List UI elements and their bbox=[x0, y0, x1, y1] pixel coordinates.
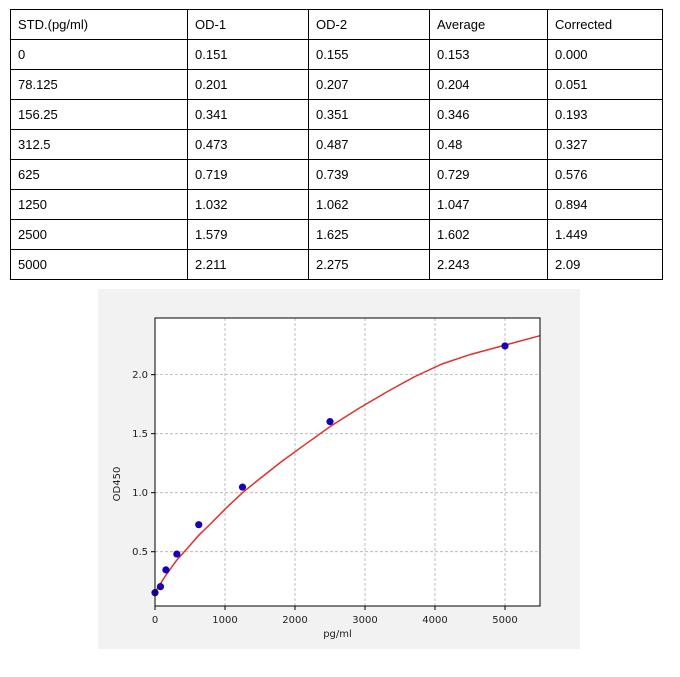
x-tick-label: 5000 bbox=[492, 615, 517, 626]
table-cell: 312.5 bbox=[10, 129, 188, 160]
table-row: 156.25 0.341 0.351 0.346 0.193 bbox=[10, 99, 663, 130]
table-cell: 0.151 bbox=[187, 39, 309, 70]
column-header: OD-1 bbox=[187, 9, 309, 40]
table-cell: 1.449 bbox=[547, 219, 663, 250]
table-row: 0 0.151 0.155 0.153 0.000 bbox=[10, 39, 663, 70]
table-cell: 0.153 bbox=[429, 39, 548, 70]
data-point bbox=[156, 583, 165, 591]
standards-table: STD.(pg/ml) OD-1 OD-2 Average Corrected 0 0.15… bbox=[10, 9, 663, 280]
data-point bbox=[238, 483, 247, 491]
standard-curve-panel: 0 1000 2000 3000 4000 5000 0.5 1.0 1.5 2.0 pg/ml OD… bbox=[98, 289, 580, 649]
data-point bbox=[162, 566, 170, 574]
table-cell: 0.327 bbox=[547, 129, 663, 160]
table-cell: 0.000 bbox=[547, 39, 663, 70]
y-tick-label: 1.0 bbox=[132, 488, 148, 499]
table-header-row: STD.(pg/ml) OD-1 OD-2 Average Corrected bbox=[10, 9, 663, 40]
x-tick-label: 0 bbox=[152, 615, 158, 626]
table-row: 5000 2.211 2.275 2.243 2.09 bbox=[10, 249, 663, 280]
table-cell: 1.062 bbox=[308, 189, 430, 220]
column-header: STD.(pg/ml) bbox=[10, 9, 188, 40]
table-cell: 0.473 bbox=[187, 129, 309, 160]
table-cell: 1.602 bbox=[429, 219, 548, 250]
table-cell: 1.032 bbox=[187, 189, 309, 220]
table-cell: 2.211 bbox=[187, 249, 309, 280]
table-cell: 1.047 bbox=[429, 189, 548, 220]
y-axis-label: OD450 bbox=[112, 467, 123, 502]
x-axis-label: pg/ml bbox=[323, 629, 352, 640]
y-tick-label: 1.5 bbox=[132, 429, 148, 440]
table-cell: 0.204 bbox=[429, 69, 548, 100]
table-cell: 0.207 bbox=[308, 69, 430, 100]
table-cell: 0.48 bbox=[429, 129, 548, 160]
table-cell: 2500 bbox=[10, 219, 188, 250]
column-header: Average bbox=[429, 9, 548, 40]
table-cell: 0.351 bbox=[308, 99, 430, 130]
data-point bbox=[195, 521, 203, 529]
table-cell: 0.894 bbox=[547, 189, 663, 220]
table-row: 78.125 0.201 0.207 0.204 0.051 bbox=[10, 69, 663, 100]
table-cell: 1250 bbox=[10, 189, 188, 220]
x-tick-label: 2000 bbox=[282, 615, 307, 626]
table-cell: 0.155 bbox=[308, 39, 430, 70]
table-row: 312.5 0.473 0.487 0.48 0.327 bbox=[10, 129, 663, 160]
table-cell: 0.576 bbox=[547, 159, 663, 190]
table-cell: 0.729 bbox=[429, 159, 548, 190]
table-row: 625 0.719 0.739 0.729 0.576 bbox=[10, 159, 663, 190]
table-cell: 625 bbox=[10, 159, 188, 190]
table-cell: 0.201 bbox=[187, 69, 309, 100]
table-cell: 0.487 bbox=[308, 129, 430, 160]
x-tick-label: 3000 bbox=[352, 615, 377, 626]
y-tick-label: 0.5 bbox=[132, 547, 148, 558]
table-cell: 5000 bbox=[10, 249, 188, 280]
data-point bbox=[501, 342, 509, 350]
table-cell: 2.275 bbox=[308, 249, 430, 280]
data-point bbox=[173, 550, 181, 558]
table-cell: 0.193 bbox=[547, 99, 663, 130]
table-cell: 0.346 bbox=[429, 99, 548, 130]
table-cell: 0.051 bbox=[547, 69, 663, 100]
table-row: 1250 1.032 1.062 1.047 0.894 bbox=[10, 189, 663, 220]
table-cell: 2.09 bbox=[547, 249, 663, 280]
plot-area-background bbox=[155, 318, 540, 606]
column-header: OD-2 bbox=[308, 9, 430, 40]
x-tick-label: 1000 bbox=[212, 615, 237, 626]
axes-frame bbox=[154, 317, 541, 607]
table-cell: 0.341 bbox=[187, 99, 309, 130]
standard-curve-chart: 0 1000 2000 3000 4000 5000 0.5 1.0 1.5 2.0 pg/ml OD… bbox=[112, 317, 541, 640]
table-cell: 1.579 bbox=[187, 219, 309, 250]
table-cell: 78.125 bbox=[10, 69, 188, 100]
y-tick-label: 2.0 bbox=[132, 370, 148, 381]
table-cell: 156.25 bbox=[10, 99, 188, 130]
column-header: Corrected bbox=[547, 9, 663, 40]
table-cell: 2.243 bbox=[429, 249, 548, 280]
table-cell: 0 bbox=[10, 39, 188, 70]
table-cell: 0.739 bbox=[308, 159, 430, 190]
table-cell: 1.625 bbox=[308, 219, 430, 250]
table-row: 2500 1.579 1.625 1.602 1.449 bbox=[10, 219, 663, 250]
x-tick-label: 4000 bbox=[422, 615, 447, 626]
table-cell: 0.719 bbox=[187, 159, 309, 190]
data-point bbox=[326, 418, 334, 426]
